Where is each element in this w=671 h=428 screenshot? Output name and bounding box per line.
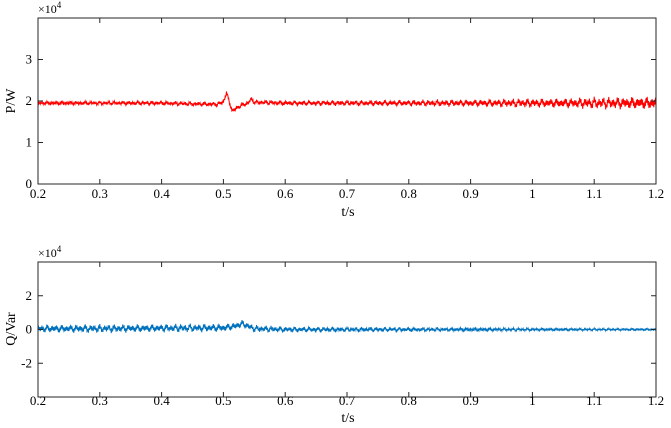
- plot-reactive-exponent: ×104: [38, 244, 62, 260]
- x-tick-label: 0.2: [30, 393, 46, 408]
- plot-reactive-area: [37, 320, 657, 334]
- x-tick-label: 0.9: [462, 186, 478, 201]
- x-tick-label: 0.7: [339, 186, 356, 201]
- x-tick-label: 1.2: [648, 393, 664, 408]
- plot-power: 0.2 0.3 0.4 0.5 0.6 0.7 0.8 0.9 1 1.1 1.2 0 1 2 3 ×10…: [4, 0, 664, 220]
- y-tick-label: 1: [26, 135, 33, 150]
- y-tick-label: 2: [26, 93, 33, 108]
- y-tick-label: 0: [26, 322, 33, 337]
- plot-power-exponent: ×104: [38, 0, 62, 16]
- y-tick-label: 0: [26, 176, 33, 191]
- plot-power-xlabel: t/s: [341, 205, 354, 220]
- plot-reactive-xticks: 0.2 0.3 0.4 0.5 0.6 0.7 0.8 0.9 1 1.1 1.2: [30, 262, 664, 408]
- x-tick-label: 1.1: [586, 186, 602, 201]
- x-tick-label: 0.8: [401, 393, 417, 408]
- plot-reactive-xlabel: t/s: [341, 411, 354, 426]
- series-line: [37, 91, 657, 113]
- plot-power-ylabel: P/W: [4, 88, 19, 114]
- y-tick-label: 2: [26, 288, 33, 303]
- x-tick-label: 0.3: [92, 186, 108, 201]
- plot-power-area: [37, 91, 657, 113]
- x-tick-label: 1: [529, 186, 536, 201]
- y-tick-label: 3: [26, 52, 33, 67]
- x-tick-label: 0.9: [462, 393, 478, 408]
- x-tick-label: 0.5: [215, 393, 231, 408]
- x-tick-label: 0.3: [92, 393, 108, 408]
- x-tick-label: 0.4: [153, 186, 170, 201]
- series-line: [37, 320, 657, 334]
- plot-power-yticks: 0 1 2 3: [26, 52, 656, 191]
- plot-power-xticks: 0.2 0.3 0.4 0.5 0.6 0.7 0.8 0.9 1 1.1 1.2: [30, 18, 664, 201]
- x-tick-label: 0.6: [277, 393, 294, 408]
- x-tick-label: 0.7: [339, 393, 356, 408]
- x-tick-label: 1.2: [648, 186, 664, 201]
- plot-reactive-yticks: -2 0 2: [21, 288, 656, 370]
- x-tick-label: 0.6: [277, 186, 294, 201]
- x-tick-label: 0.2: [30, 186, 46, 201]
- x-tick-label: 1.1: [586, 393, 602, 408]
- plot-reactive: 0.2 0.3 0.4 0.5 0.6 0.7 0.8 0.9 1 1.1 1.2 -2 0 2 ×10…: [4, 244, 664, 426]
- plot-reactive-ylabel: Q/Var: [4, 312, 19, 346]
- y-tick-label: -2: [21, 355, 32, 370]
- x-tick-label: 0.8: [401, 186, 417, 201]
- x-tick-label: 1: [529, 393, 536, 408]
- x-tick-label: 0.5: [215, 186, 231, 201]
- x-tick-label: 0.4: [153, 393, 170, 408]
